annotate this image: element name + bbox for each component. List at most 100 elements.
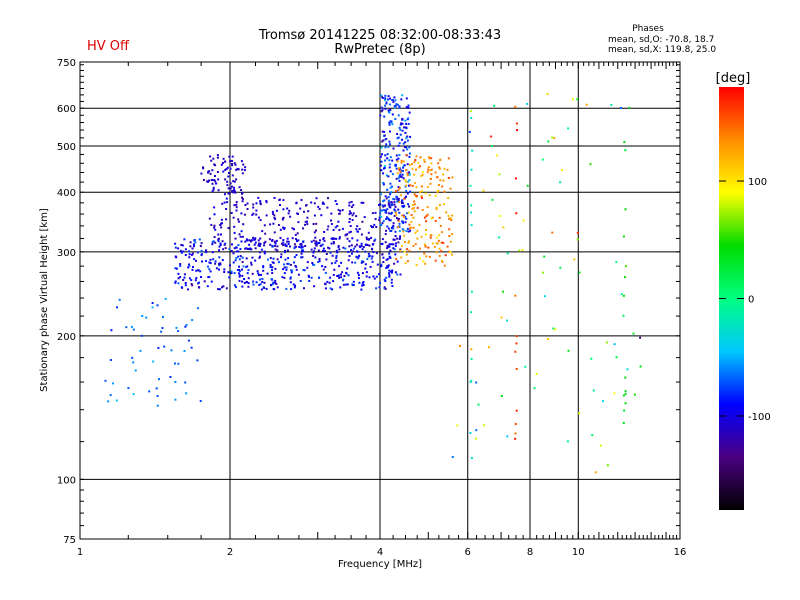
data-point: [423, 158, 426, 161]
data-point: [345, 283, 348, 286]
data-point: [215, 267, 218, 270]
data-point: [385, 218, 388, 220]
data-point: [381, 95, 383, 98]
data-point: [371, 248, 374, 251]
data-point: [348, 213, 351, 216]
data-point: [383, 286, 386, 289]
data-point: [190, 253, 193, 256]
data-point: [396, 133, 399, 135]
data-point: [439, 179, 442, 182]
data-point: [109, 394, 112, 397]
data-point: [264, 240, 267, 243]
data-point: [395, 177, 398, 180]
data-point: [245, 266, 248, 268]
data-point: [368, 276, 371, 279]
data-point: [500, 316, 503, 319]
data-point: [430, 217, 433, 220]
data-point: [187, 288, 189, 291]
data-point: [326, 228, 329, 231]
data-point: [259, 242, 262, 245]
data-point: [244, 204, 247, 206]
data-point: [406, 248, 409, 251]
data-point: [392, 238, 395, 241]
data-point: [295, 268, 298, 271]
data-point: [211, 251, 214, 254]
data-point: [250, 239, 253, 242]
data-point: [357, 274, 360, 277]
data-point: [362, 284, 365, 286]
data-point: [624, 402, 627, 405]
data-point: [188, 250, 190, 253]
data-point: [332, 274, 335, 276]
data-point: [395, 103, 398, 106]
data-point: [255, 281, 258, 284]
data-point: [238, 279, 241, 282]
data-point: [380, 110, 383, 113]
data-point: [303, 287, 305, 290]
data-point: [277, 224, 280, 226]
data-point: [395, 190, 397, 193]
data-point: [384, 99, 386, 101]
data-point: [337, 246, 340, 249]
data-point: [470, 348, 473, 351]
data-point: [367, 231, 370, 234]
data-point: [470, 457, 473, 460]
data-point: [271, 283, 274, 285]
data-point: [403, 250, 406, 253]
data-point: [401, 205, 404, 208]
data-point: [379, 282, 381, 285]
data-point: [184, 381, 187, 384]
data-point: [551, 136, 554, 139]
data-point: [388, 163, 391, 166]
data-point: [399, 273, 402, 276]
data-point: [272, 222, 275, 225]
data-point: [227, 271, 230, 274]
data-point: [218, 245, 221, 248]
data-point: [299, 243, 302, 246]
data-point: [396, 237, 398, 240]
data-point: [223, 201, 226, 204]
data-point: [263, 252, 266, 255]
data-point: [245, 247, 248, 250]
chart-title-line1: Tromsø 20141225 08:32:00-08:33:43: [258, 28, 501, 43]
data-point: [376, 263, 379, 266]
data-point: [438, 254, 441, 257]
data-point: [408, 179, 411, 182]
data-point: [409, 229, 412, 232]
data-point: [336, 225, 339, 227]
data-point: [202, 166, 205, 169]
data-point: [360, 245, 363, 248]
data-point: [415, 186, 418, 189]
data-point: [470, 117, 473, 119]
data-point: [301, 256, 304, 259]
data-point: [379, 203, 382, 206]
data-point: [374, 218, 377, 221]
data-point: [211, 243, 214, 246]
data-point: [369, 265, 372, 268]
data-point: [451, 456, 454, 458]
data-point: [394, 164, 397, 167]
data-point: [214, 180, 217, 183]
data-point: [394, 271, 397, 274]
data-point: [622, 421, 625, 424]
data-point: [623, 276, 626, 279]
data-point: [380, 106, 383, 109]
data-point: [238, 233, 241, 236]
data-point: [287, 212, 290, 215]
data-point: [405, 169, 408, 171]
data-point: [394, 244, 397, 247]
data-point: [228, 192, 231, 194]
data-point: [255, 202, 258, 205]
data-point: [265, 201, 268, 204]
data-point: [289, 215, 292, 218]
data-point: [163, 345, 166, 348]
data-point: [427, 246, 430, 249]
data-point: [237, 220, 240, 223]
data-point: [214, 262, 217, 265]
data-point: [391, 159, 394, 162]
data-point: [243, 169, 246, 172]
data-point: [395, 167, 398, 170]
data-point: [438, 166, 441, 169]
data-point: [177, 277, 180, 280]
